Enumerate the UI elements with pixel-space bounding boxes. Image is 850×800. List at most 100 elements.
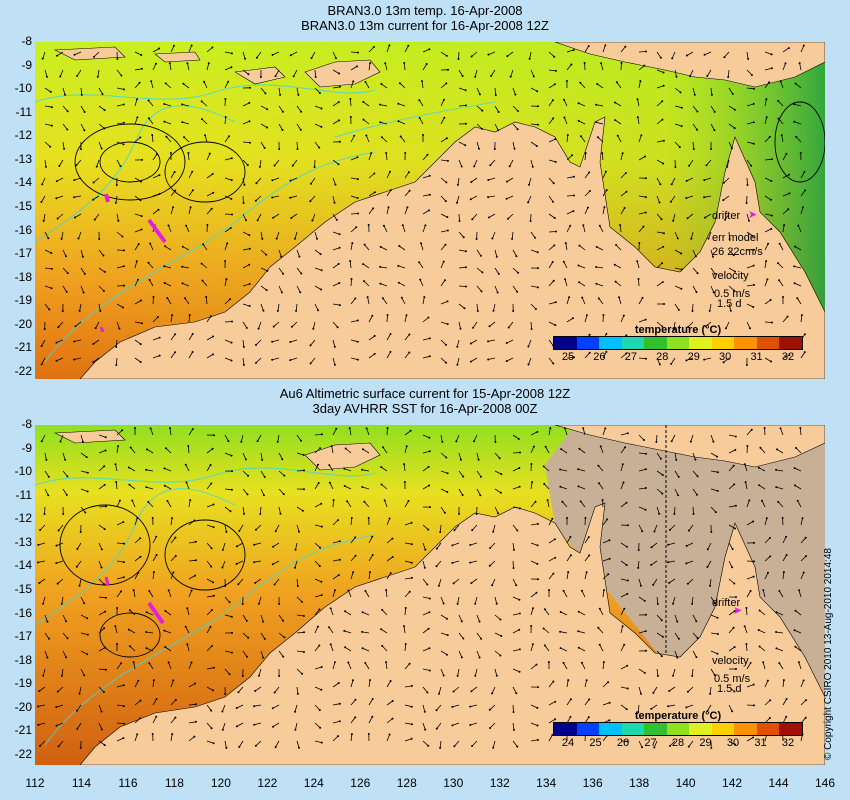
current-vector-head <box>122 88 125 91</box>
current-vector <box>581 297 586 305</box>
current-vector <box>152 536 157 544</box>
drifter-track[interactable] <box>147 218 167 244</box>
current-vector <box>492 740 496 748</box>
current-vector-head <box>535 663 538 666</box>
current-vector-head <box>104 610 107 613</box>
current-vector <box>494 452 500 459</box>
current-vector <box>98 303 101 311</box>
current-vector <box>294 704 298 712</box>
current-vector <box>421 81 424 89</box>
current-vector <box>165 447 172 454</box>
current-vector-head <box>531 643 534 646</box>
current-vector <box>476 614 480 622</box>
current-vector-head <box>273 691 276 694</box>
current-vector-head <box>195 703 197 706</box>
current-vector-head <box>355 226 358 229</box>
current-vector <box>656 195 660 203</box>
current-vector-head <box>186 643 189 646</box>
current-vector-head <box>127 466 130 469</box>
current-vector <box>332 213 338 221</box>
current-vector <box>275 69 280 77</box>
current-vector-head <box>722 199 725 202</box>
current-vector <box>56 704 64 708</box>
current-vector-head <box>623 207 626 209</box>
current-vector <box>780 428 784 436</box>
current-vector <box>764 158 773 161</box>
current-vector <box>188 662 192 670</box>
current-vector-head <box>155 715 158 718</box>
current-vector-head <box>356 197 359 199</box>
current-vector <box>164 468 172 472</box>
current-vector <box>365 135 370 143</box>
current-vector-head <box>120 74 123 77</box>
current-vector-head <box>321 433 323 436</box>
current-vector <box>674 452 677 460</box>
current-vector <box>146 449 154 454</box>
drifter-track[interactable] <box>147 601 165 625</box>
colorbar-ticks: 25 26 27 28 29 30 31 32 <box>553 350 803 364</box>
current-vector <box>98 560 102 568</box>
current-vector-head <box>786 315 789 318</box>
current-vector <box>800 351 806 359</box>
drifter-track[interactable] <box>99 326 105 333</box>
current-vector <box>314 594 322 598</box>
current-vector <box>759 646 766 652</box>
current-vector <box>638 524 643 532</box>
current-vector <box>129 609 136 616</box>
current-vector <box>494 506 499 514</box>
current-vector <box>242 213 247 221</box>
drifter-track[interactable] <box>104 576 110 586</box>
current-vector <box>470 339 478 344</box>
current-vector-head <box>687 326 690 328</box>
current-vector-head <box>42 602 45 605</box>
current-vector <box>134 700 141 706</box>
current-vector <box>146 647 154 652</box>
current-vector-head <box>61 310 64 312</box>
current-vector-head <box>706 75 709 77</box>
current-vector <box>452 704 460 708</box>
bottom-map-panel[interactable] <box>35 425 825 765</box>
current-vector <box>494 87 497 96</box>
current-vector <box>728 560 733 568</box>
current-vector <box>381 136 388 143</box>
current-vector-head <box>41 57 44 60</box>
current-vector-head <box>767 242 770 245</box>
current-vector <box>350 81 354 89</box>
current-vector <box>403 626 406 634</box>
current-vector-head <box>623 607 626 610</box>
current-vector-head <box>146 448 148 451</box>
current-vector <box>758 629 766 634</box>
drifter-track[interactable] <box>104 193 110 203</box>
current-vector <box>440 137 448 143</box>
current-vector-head <box>519 451 521 454</box>
current-vector-head <box>273 583 276 586</box>
current-vector <box>314 87 321 94</box>
current-vector <box>332 263 339 269</box>
current-vector <box>728 449 736 454</box>
current-vector-head <box>389 189 392 192</box>
current-vector <box>206 173 213 179</box>
current-vector-head <box>661 325 664 328</box>
current-vector-head <box>212 742 215 745</box>
current-vector <box>296 668 303 675</box>
current-vector-head <box>518 467 521 469</box>
current-vector <box>438 686 442 694</box>
current-vector-head <box>262 309 265 312</box>
current-vector-head <box>554 69 557 72</box>
current-vector <box>704 213 712 218</box>
current-vector-head <box>423 296 426 299</box>
current-vector-head <box>621 463 624 466</box>
current-vector <box>637 560 640 568</box>
y-tick-label: -22 <box>14 364 32 378</box>
current-vector-head <box>317 463 319 466</box>
current-vector <box>794 246 802 251</box>
current-vector-head <box>451 561 454 564</box>
current-vector-head <box>548 589 550 591</box>
current-vector <box>548 195 554 202</box>
current-vector-head <box>644 196 647 199</box>
top-map-panel[interactable] <box>35 42 825 379</box>
x-tick-label: 124 <box>303 776 324 790</box>
current-vector <box>256 51 262 58</box>
current-vector-head <box>57 326 60 329</box>
current-vector-head <box>158 192 161 195</box>
